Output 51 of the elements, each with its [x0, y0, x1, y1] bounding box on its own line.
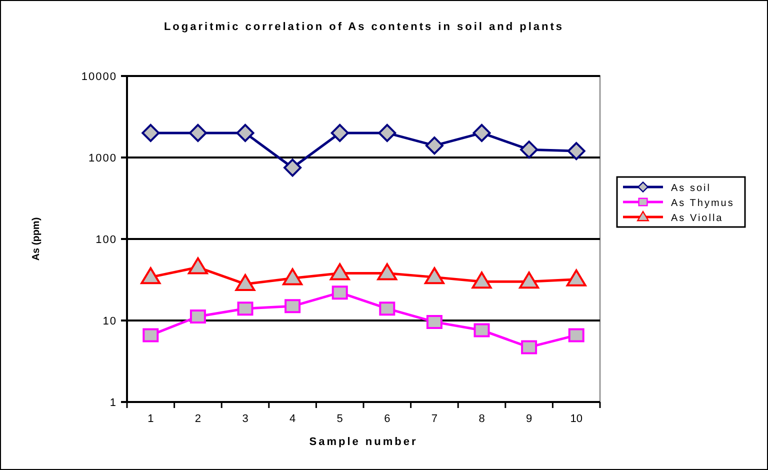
point	[142, 124, 160, 142]
x-tick-label: 6	[384, 413, 390, 425]
y-tick-label: 1000	[88, 152, 117, 164]
point	[282, 268, 303, 286]
point	[568, 328, 584, 342]
legend-label: As Thymus	[671, 198, 734, 209]
point	[425, 136, 444, 155]
point	[472, 124, 491, 142]
point	[424, 267, 444, 284]
point	[379, 302, 396, 316]
point	[236, 124, 254, 142]
point	[521, 340, 538, 354]
x-tick-label: 4	[289, 413, 296, 425]
point	[142, 328, 159, 342]
point	[332, 286, 348, 300]
point	[378, 124, 396, 142]
x-tick-label: 1	[148, 413, 154, 425]
chart-title: Logaritmic correlation of As contents in soil and plants	[164, 21, 564, 33]
point	[284, 299, 301, 314]
point	[474, 323, 490, 338]
point	[520, 140, 538, 159]
y-tick-label: 10	[102, 316, 117, 328]
point	[377, 263, 398, 280]
point	[426, 314, 442, 329]
point	[330, 263, 350, 280]
x-tick-label: 9	[526, 413, 532, 425]
x-tick-label: 8	[478, 413, 485, 425]
legend-label: As soil	[671, 183, 711, 194]
y-tick-label: 10000	[81, 71, 117, 83]
point	[567, 142, 586, 160]
x-tick-label: 7	[431, 413, 438, 425]
x-tick-label: 2	[194, 413, 202, 425]
y-tick-label: 100	[96, 234, 117, 246]
x-tick-label: 10	[570, 413, 582, 425]
y-tick-label: 1	[110, 397, 117, 409]
legend-label: As Violla	[671, 213, 724, 224]
point	[190, 309, 206, 324]
x-axis-title: Sample number	[309, 436, 418, 448]
point	[237, 302, 254, 316]
point	[519, 272, 540, 289]
y-axis-title: As (ppm)	[31, 217, 42, 261]
x-tick-label: 5	[336, 413, 343, 425]
point	[330, 124, 349, 142]
point	[284, 158, 302, 177]
point	[140, 267, 161, 284]
point	[188, 257, 208, 274]
point	[235, 274, 256, 292]
point	[566, 269, 586, 286]
x-tick-label: 3	[242, 413, 248, 425]
point	[472, 272, 492, 289]
point	[188, 124, 207, 142]
